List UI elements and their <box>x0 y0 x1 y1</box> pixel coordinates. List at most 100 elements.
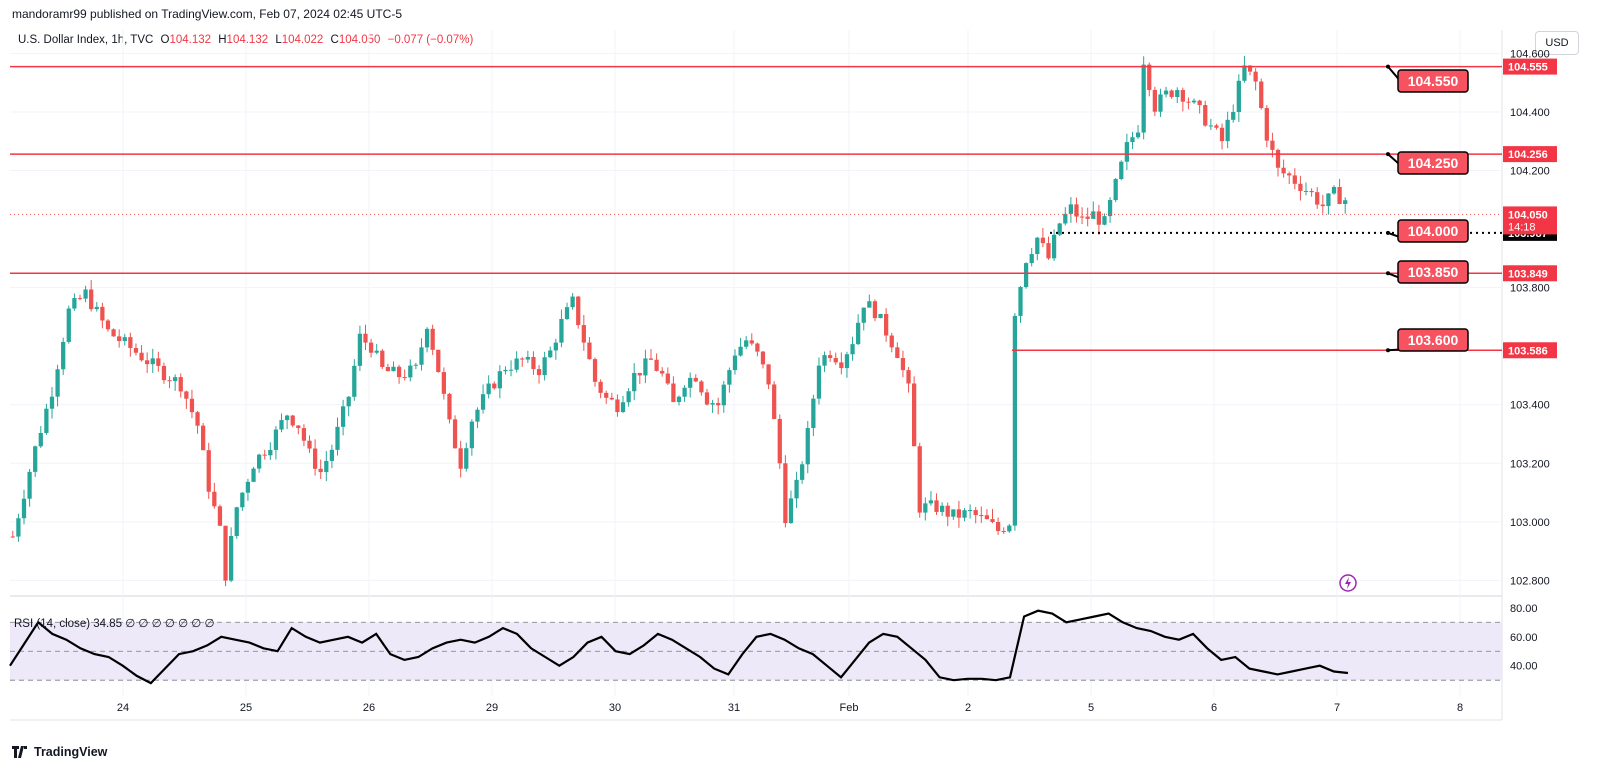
candle-body <box>27 471 32 499</box>
candle-body <box>604 392 609 398</box>
candle-body <box>1023 263 1029 288</box>
candle <box>1214 123 1219 130</box>
candle-body <box>587 342 592 360</box>
rsi-y-tick: 40.00 <box>1510 661 1538 673</box>
candle-body <box>1191 100 1197 103</box>
candle <box>128 332 133 357</box>
candle <box>133 343 139 356</box>
candle <box>447 392 452 424</box>
candle-body <box>1057 223 1062 235</box>
candle-body <box>329 449 335 461</box>
rsi-y-tick: 60.00 <box>1510 632 1538 644</box>
candle <box>872 299 878 322</box>
candle-body <box>906 370 911 384</box>
candle <box>424 327 430 353</box>
candle-body <box>564 307 570 320</box>
candle-body <box>917 446 922 513</box>
callout-box <box>1397 260 1469 284</box>
candle-body <box>704 392 710 405</box>
candle <box>693 374 698 383</box>
candle <box>1292 168 1297 190</box>
candle <box>441 367 446 400</box>
currency-button[interactable]: USD <box>1535 31 1579 55</box>
candle-body <box>1141 64 1146 133</box>
candle <box>1275 148 1281 177</box>
candle <box>1046 236 1051 260</box>
candle-body <box>1068 204 1074 214</box>
candle <box>1141 56 1146 140</box>
candle-body <box>1130 137 1135 143</box>
candle-body <box>1007 525 1012 532</box>
candle <box>973 507 978 524</box>
candle-body <box>1214 125 1219 128</box>
candle-body <box>777 418 782 464</box>
candle-body <box>16 518 21 537</box>
candle <box>44 403 49 435</box>
x-tick-label: 5 <box>1088 702 1094 714</box>
candle <box>570 293 575 310</box>
candle-body <box>346 396 351 407</box>
candle <box>352 359 357 401</box>
candle-body <box>312 448 318 469</box>
candle-body <box>363 333 368 343</box>
level-axis-tag: 103.849 <box>1503 265 1557 282</box>
candle <box>83 285 88 303</box>
candle <box>744 336 749 350</box>
candle <box>195 410 200 434</box>
candle <box>1091 201 1096 219</box>
candle <box>408 359 413 382</box>
candle <box>828 350 833 362</box>
candle <box>727 367 732 393</box>
symbol-name[interactable]: U.S. Dollar Index, 1h, TVC <box>18 34 154 46</box>
candle-body <box>66 308 71 342</box>
candle-body <box>536 369 542 376</box>
candle-body <box>396 366 402 378</box>
tradingview-logo[interactable]: TradingView <box>12 745 107 759</box>
candle <box>385 363 391 372</box>
candle <box>105 319 111 332</box>
candle-body <box>688 377 693 388</box>
candle-body <box>570 296 575 308</box>
candle-body <box>878 313 883 319</box>
candle <box>346 396 351 417</box>
candle <box>38 426 43 448</box>
open-value: 104.132 <box>169 34 212 46</box>
callout-anchor <box>1386 64 1390 69</box>
candle-body <box>374 350 379 353</box>
candle <box>318 459 323 480</box>
candle <box>514 351 519 373</box>
callout-anchor <box>1386 230 1390 235</box>
callout-box <box>1397 219 1469 243</box>
candle-body <box>732 355 738 371</box>
candle <box>324 451 329 482</box>
candle-body <box>939 505 945 512</box>
candle <box>1203 100 1208 127</box>
candle-body <box>262 454 267 456</box>
candle <box>72 293 77 311</box>
candle <box>201 422 206 451</box>
publisher-line: mandoramr99 published on TradingView.com… <box>12 7 403 21</box>
candle-body <box>643 358 648 376</box>
candle-body <box>508 369 514 371</box>
candle <box>273 426 279 460</box>
candle-body <box>402 377 407 379</box>
candle <box>1068 197 1074 223</box>
candle <box>917 442 922 518</box>
candle <box>111 328 116 337</box>
candle-body <box>380 350 385 367</box>
candle-body <box>1203 105 1208 126</box>
candle-body <box>307 440 312 449</box>
candle <box>66 305 71 344</box>
candle <box>1040 227 1046 248</box>
candle-body <box>660 370 665 374</box>
rsi-legend[interactable]: RSI (14, close) 34.85 ∅ ∅ ∅ ∅ ∅ ∅ ∅ <box>14 618 215 630</box>
candle <box>279 413 284 433</box>
candle-body <box>1113 179 1118 201</box>
candle-body <box>839 362 844 369</box>
candle-body <box>710 403 715 405</box>
candle-body <box>811 398 816 429</box>
candle-body <box>1309 190 1314 193</box>
candle-body <box>671 383 676 403</box>
candle <box>94 302 99 312</box>
